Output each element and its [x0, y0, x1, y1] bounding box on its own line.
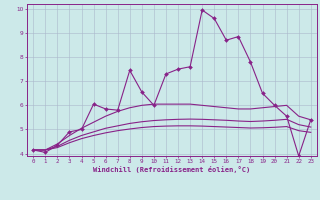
X-axis label: Windchill (Refroidissement éolien,°C): Windchill (Refroidissement éolien,°C)	[93, 166, 251, 173]
